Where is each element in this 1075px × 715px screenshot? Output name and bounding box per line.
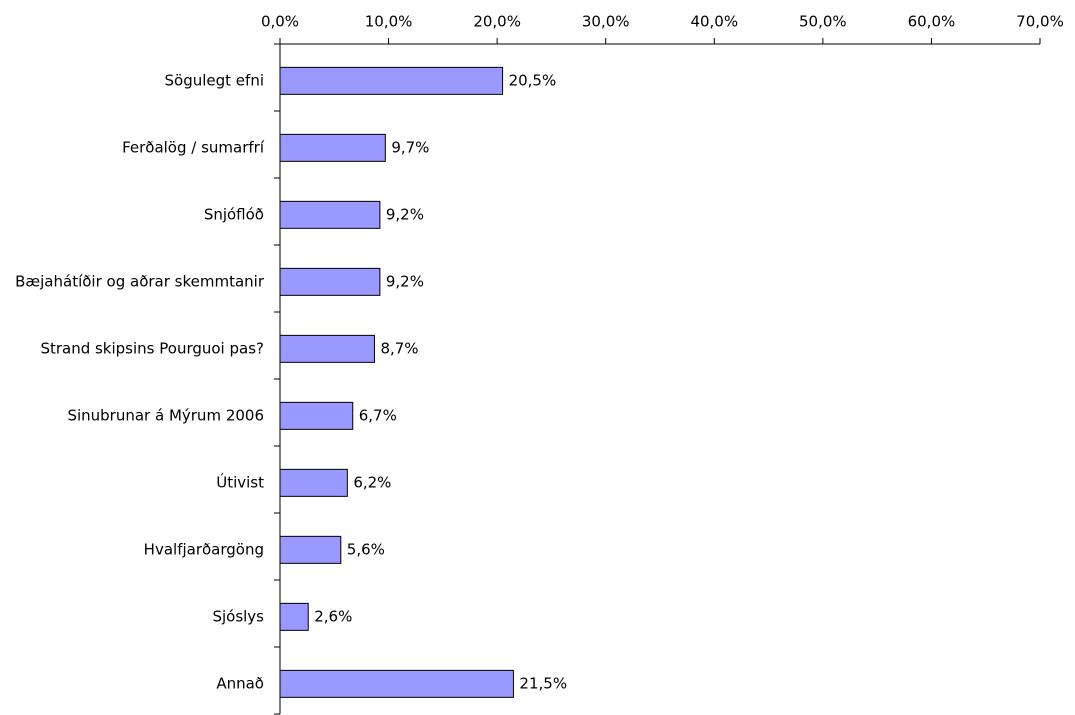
x-tick-label: 20,0% — [473, 13, 521, 31]
bar — [279, 200, 381, 229]
value-label: 9,7% — [391, 138, 429, 156]
bar — [279, 401, 354, 430]
x-tick-label: 40,0% — [690, 13, 738, 31]
bar — [279, 334, 375, 363]
x-tick-label: 60,0% — [908, 13, 956, 31]
x-tick-label: 70,0% — [1016, 13, 1064, 31]
y-tick-label: Annað — [216, 674, 264, 692]
bar — [279, 267, 381, 296]
x-tick-label: 10,0% — [365, 13, 413, 31]
y-tick-label: Hvalfjarðargöng — [144, 540, 264, 558]
value-label: 21,5% — [519, 674, 567, 692]
bar — [279, 66, 504, 95]
value-label: 6,7% — [359, 406, 397, 424]
y-tick-label: Sinubrunar á Mýrum 2006 — [67, 406, 264, 424]
value-label: 6,2% — [353, 473, 391, 491]
y-tick-label: Ferðalög / sumarfrí — [122, 138, 265, 156]
value-label: 2,6% — [314, 607, 352, 625]
bar — [279, 602, 309, 631]
value-label: 9,2% — [386, 205, 424, 223]
x-tick-label: 50,0% — [799, 13, 847, 31]
value-label: 20,5% — [509, 71, 557, 89]
value-label: 9,2% — [386, 272, 424, 290]
value-label: 5,6% — [347, 540, 385, 558]
x-tick-label: 30,0% — [582, 13, 630, 31]
y-tick-label: Bæjahátíðir og aðrar skemmtanir — [15, 272, 265, 290]
y-tick-label: Sögulegt efni — [165, 71, 264, 89]
y-tick-label: Strand skipsins Pourguoi pas? — [40, 339, 264, 357]
y-tick-label: Snjóflóð — [204, 205, 264, 223]
bar — [279, 468, 348, 497]
value-label: 8,7% — [380, 339, 418, 357]
y-tick-label: Sjóslys — [212, 607, 264, 625]
bar — [279, 133, 386, 162]
x-tick-label: 0,0% — [261, 13, 299, 31]
y-tick-label: Útivist — [216, 472, 264, 491]
bar — [279, 669, 514, 698]
bar — [279, 535, 342, 564]
